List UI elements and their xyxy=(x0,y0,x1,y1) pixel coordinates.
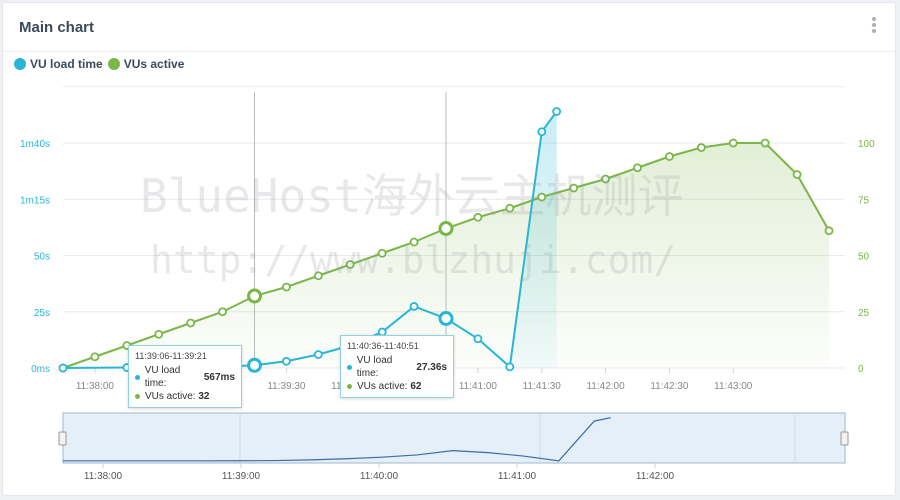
y-left-tick-label: 25s xyxy=(34,308,50,319)
navigator-handle-left[interactable] xyxy=(58,431,67,446)
navigator-tick-label: 11:40:00 xyxy=(360,471,399,482)
card-header: Main chart xyxy=(3,3,895,52)
load-point xyxy=(409,302,419,311)
load-point xyxy=(552,107,562,116)
navigator-line xyxy=(63,417,611,462)
y-left-tick-label: 1m15s xyxy=(20,195,50,206)
vus-point xyxy=(186,318,196,328)
tooltip-1-load-value: 567ms xyxy=(203,371,235,383)
navigator-tick-label: 11:41:00 xyxy=(498,471,537,482)
legend-item-vu-load-time[interactable]: VU load time xyxy=(14,57,103,71)
vus-point xyxy=(409,237,419,247)
tooltip-1: 11:39:06-11:39:21 VU load time: 567ms VU… xyxy=(128,345,242,408)
load-point xyxy=(537,127,547,137)
legend-dot-load xyxy=(14,58,26,70)
vus-point xyxy=(728,138,738,148)
vus-point xyxy=(473,212,483,222)
tooltip-2-load-label: VU load time: xyxy=(356,355,393,379)
load-point xyxy=(473,334,483,344)
vus-point xyxy=(154,329,164,339)
tooltip-1-load-label: VU load time: xyxy=(144,365,181,389)
x-tick-label: 11:41:00 xyxy=(459,381,498,392)
y-left-tick-label: 1m40s xyxy=(20,139,50,150)
tooltip-2-range: 11:40:36-11:40:51 xyxy=(347,341,419,351)
vus-point xyxy=(438,221,454,236)
tooltip-1-vus-value: 32 xyxy=(198,391,210,402)
legend-label-vus: VUs active xyxy=(123,57,185,71)
vus-point xyxy=(282,282,291,292)
vus-point xyxy=(505,203,515,213)
y-right-tick-label: 50 xyxy=(858,252,870,263)
x-tick-label: 11:39:30 xyxy=(267,381,306,392)
navigator-range xyxy=(62,412,846,464)
navigator-tick-label: 11:39:00 xyxy=(222,471,261,482)
legend-item-vus-active[interactable]: VUs active xyxy=(107,57,185,71)
navigator-tick-label: 11:38:00 xyxy=(84,471,123,482)
x-tick-label: 11:43:00 xyxy=(714,381,753,392)
tooltip-1-load-row: VU load time: 567ms xyxy=(135,364,235,390)
vus-point xyxy=(377,248,387,258)
load-point xyxy=(505,362,515,372)
load-point xyxy=(313,350,323,359)
vus-point xyxy=(665,152,674,161)
chart-legend: VU load time VUs active xyxy=(14,57,189,71)
tooltip-2-load-row: VU load time: 27.36s xyxy=(347,354,447,380)
vus-point xyxy=(537,192,547,202)
tooltip-2-vus-label: VUs active: xyxy=(357,381,408,392)
load-point xyxy=(438,311,454,326)
vus-area xyxy=(63,143,829,368)
vus-point xyxy=(345,260,355,269)
load-area xyxy=(509,111,557,368)
vus-point xyxy=(792,170,802,179)
x-tick-label: 11:38:00 xyxy=(76,381,115,392)
x-tick-label: 11:42:30 xyxy=(650,381,689,392)
tooltip-1-vus-row: VUs active: 32 xyxy=(135,390,235,403)
vus-point xyxy=(313,271,323,281)
legend-label-load: VU load time xyxy=(30,57,103,71)
tooltip-2-vus-row: VUs active: 62 xyxy=(347,380,447,393)
x-tick-label: 11:41:30 xyxy=(523,381,562,392)
vus-point xyxy=(218,307,227,317)
vus-point xyxy=(760,138,770,148)
y-right-tick-label: 75 xyxy=(858,195,870,206)
card-title: Main chart xyxy=(19,19,95,36)
load-point xyxy=(247,357,262,373)
x-tick-label: 11:42:00 xyxy=(586,381,625,392)
vus-point xyxy=(247,288,262,304)
vus-point xyxy=(601,174,610,184)
vus-point xyxy=(633,163,642,173)
vus-point xyxy=(569,183,579,193)
tooltip-1-range: 11:39:06-11:39:21 xyxy=(135,351,207,361)
tooltip-2: 11:40:36-11:40:51 VU load time: 27.36s V… xyxy=(340,335,454,398)
load-point xyxy=(282,356,291,366)
tooltip-2-load-value: 27.36s xyxy=(416,361,447,373)
tooltip-1-vus-label: VUs active: xyxy=(145,391,196,402)
vus-point xyxy=(696,143,706,152)
navigator-tick-label: 11:42:00 xyxy=(636,471,675,482)
vus-point xyxy=(824,226,834,236)
legend-dot-vus xyxy=(107,58,120,70)
y-right-tick-label: 25 xyxy=(858,308,870,319)
y-right-tick-label: 100 xyxy=(858,139,875,150)
navigator-handle-right[interactable] xyxy=(840,431,849,446)
y-right-tick-label: 0 xyxy=(858,364,864,375)
more-options-icon[interactable] xyxy=(869,15,879,37)
y-left-tick-label: 50s xyxy=(34,252,50,263)
load-point xyxy=(58,363,68,373)
tooltip-2-vus-value: 62 xyxy=(410,381,422,392)
vus-point xyxy=(90,352,100,362)
y-left-tick-label: 0ms xyxy=(31,364,50,375)
